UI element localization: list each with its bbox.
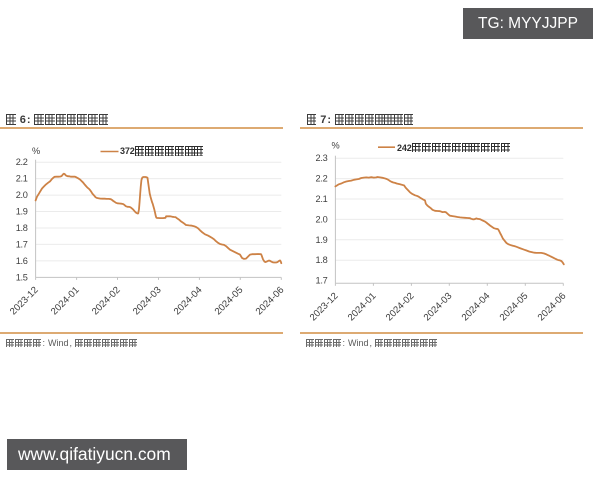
svg-text:2024-01: 2024-01 (49, 285, 82, 318)
svg-text:2024-04: 2024-04 (172, 284, 205, 317)
svg-text:%: % (332, 141, 340, 151)
svg-text:2.3: 2.3 (316, 153, 328, 163)
svg-text:%: % (32, 146, 40, 156)
svg-text:2.0: 2.0 (16, 190, 28, 200)
svg-text:1.6: 1.6 (16, 256, 28, 266)
svg-text:2.2: 2.2 (16, 157, 28, 167)
svg-text:2.2: 2.2 (316, 174, 328, 184)
svg-text:1.7: 1.7 (16, 239, 28, 249)
svg-text:1.8: 1.8 (316, 255, 328, 265)
svg-text:2024-05: 2024-05 (213, 285, 246, 318)
svg-text:1.5: 1.5 (16, 272, 28, 282)
svg-text:2024-01: 2024-01 (346, 291, 379, 324)
svg-text:2023-12: 2023-12 (308, 291, 341, 324)
svg-text:2024-03: 2024-03 (422, 291, 455, 324)
svg-text:2024-04: 2024-04 (460, 290, 493, 323)
svg-text:2024-02: 2024-02 (384, 291, 417, 324)
svg-text:1.9: 1.9 (16, 207, 28, 217)
svg-text:2.1: 2.1 (16, 174, 28, 184)
svg-text:1.7: 1.7 (316, 276, 328, 286)
svg-text:2023-12: 2023-12 (8, 285, 41, 318)
svg-text:2024-03: 2024-03 (131, 285, 164, 318)
svg-text:2024-06: 2024-06 (536, 291, 569, 324)
svg-text:2024-06: 2024-06 (254, 285, 287, 318)
svg-text:2.0: 2.0 (316, 214, 328, 224)
svg-text:1.9: 1.9 (316, 235, 328, 245)
svg-text:2.1: 2.1 (316, 194, 328, 204)
svg-text:2024-05: 2024-05 (498, 291, 531, 324)
svg-text:2024-02: 2024-02 (90, 285, 123, 318)
svg-text:1.8: 1.8 (16, 223, 28, 233)
